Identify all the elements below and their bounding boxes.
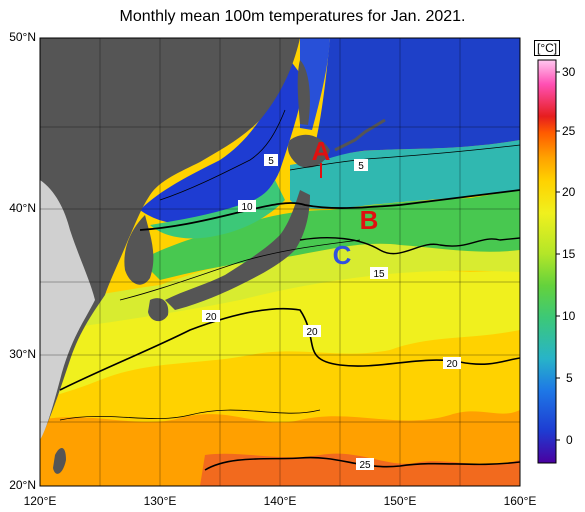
colorbar-label-20: 20 <box>562 185 576 199</box>
lon-label-160: 160°E <box>503 494 537 508</box>
lon-label-150: 150°E <box>383 494 417 508</box>
graticule <box>40 38 520 486</box>
colorbar-ticks <box>556 71 560 441</box>
lon-label-140: 140°E <box>263 494 297 508</box>
land-asia <box>40 38 300 440</box>
colorbar-unit: [°C] <box>534 40 561 56</box>
contour-label: 20 <box>205 312 217 323</box>
land-hokkaido <box>287 134 330 168</box>
contour-18 <box>119 239 361 301</box>
contour-label: 25 <box>359 460 371 471</box>
contour-label: 10 <box>241 202 253 213</box>
contour-label: 15 <box>373 269 385 280</box>
contour-22 <box>59 409 321 421</box>
lat-label-20: 20°N <box>9 478 36 492</box>
contour-label: 20 <box>306 327 318 338</box>
land-korea <box>124 215 154 285</box>
colorbar-label-0: 0 <box>566 433 573 447</box>
land-sakhalin <box>297 60 310 125</box>
sea-band-cyan <box>290 140 520 209</box>
outside-region <box>40 180 95 440</box>
lat-label-30: 30°N <box>9 347 36 361</box>
marker-c: C <box>333 240 352 270</box>
colorbar-label-15: 15 <box>562 247 576 261</box>
colorbar-label-5: 5 <box>566 371 573 385</box>
contour-label: 5 <box>268 156 274 167</box>
lat-label-40: 40°N <box>9 201 36 215</box>
markers: A B C <box>312 136 379 270</box>
marker-b: B <box>360 205 379 235</box>
colorbar-label-10: 10 <box>562 309 576 323</box>
colorbar <box>537 59 557 464</box>
colorbar-label-30: 30 <box>562 65 576 79</box>
contour-10 <box>139 189 520 231</box>
lon-label-130: 130°E <box>143 494 177 508</box>
map-frame <box>39 37 521 487</box>
colorbar-label-25: 25 <box>562 124 576 138</box>
marker-a: A <box>312 136 331 166</box>
map-area <box>40 38 520 486</box>
land-kyushu <box>148 298 169 322</box>
contour-label: 5 <box>358 161 364 172</box>
contour-label: 20 <box>446 359 458 370</box>
lon-label-120: 120°E <box>23 494 57 508</box>
land-kurils <box>334 118 386 152</box>
map-title: Monthly mean 100m temperatures for Jan. … <box>119 8 466 25</box>
contour-5-west <box>159 109 286 201</box>
land-honshu <box>165 190 310 310</box>
contour-labels: 5 5 10 15 20 20 20 25 <box>202 154 461 471</box>
land-taiwan <box>53 448 66 474</box>
contour-15 <box>299 236 520 255</box>
sea-of-japan <box>140 60 305 225</box>
lat-label-50: 50°N <box>9 30 36 44</box>
sea-band-green <box>140 190 520 280</box>
